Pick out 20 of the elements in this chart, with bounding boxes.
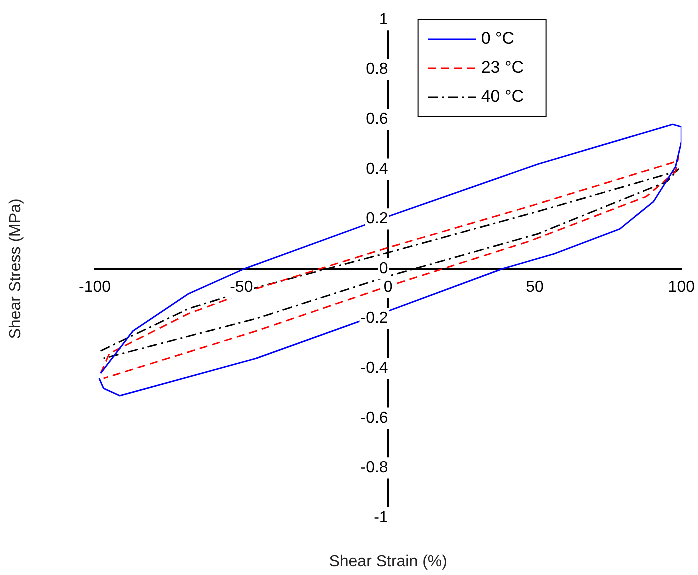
y-tick-label: 0.6	[366, 111, 388, 128]
legend-label: 23 °C	[481, 58, 524, 78]
legend-label: 40 °C	[481, 87, 524, 106]
y-tick-label: 0.4	[366, 160, 388, 178]
y-tick-label: 0	[379, 260, 388, 278]
y-tick-label: -0.2	[360, 310, 388, 328]
y-tick-label: -0.6	[360, 410, 388, 427]
y-tick-label: -0.8	[360, 460, 388, 477]
x-tick-label: -50	[230, 279, 254, 296]
y-tick-label: 1	[379, 11, 388, 28]
y-tick-label: 0.2	[366, 210, 388, 228]
x-tick-label: -100	[78, 279, 112, 296]
y-axis-title: Shear Stress (MPa)	[7, 198, 24, 340]
x-axis-title: Shear Strain (%)	[329, 553, 448, 570]
y-tick-label: 0.8	[366, 61, 388, 78]
y-tick-label: -0.4	[360, 360, 388, 378]
x-tick-label: 50	[526, 279, 544, 296]
legend-label: 0 °C	[481, 29, 515, 48]
y-tick-label: -1	[374, 509, 388, 526]
x-tick-label: 100	[668, 279, 696, 296]
